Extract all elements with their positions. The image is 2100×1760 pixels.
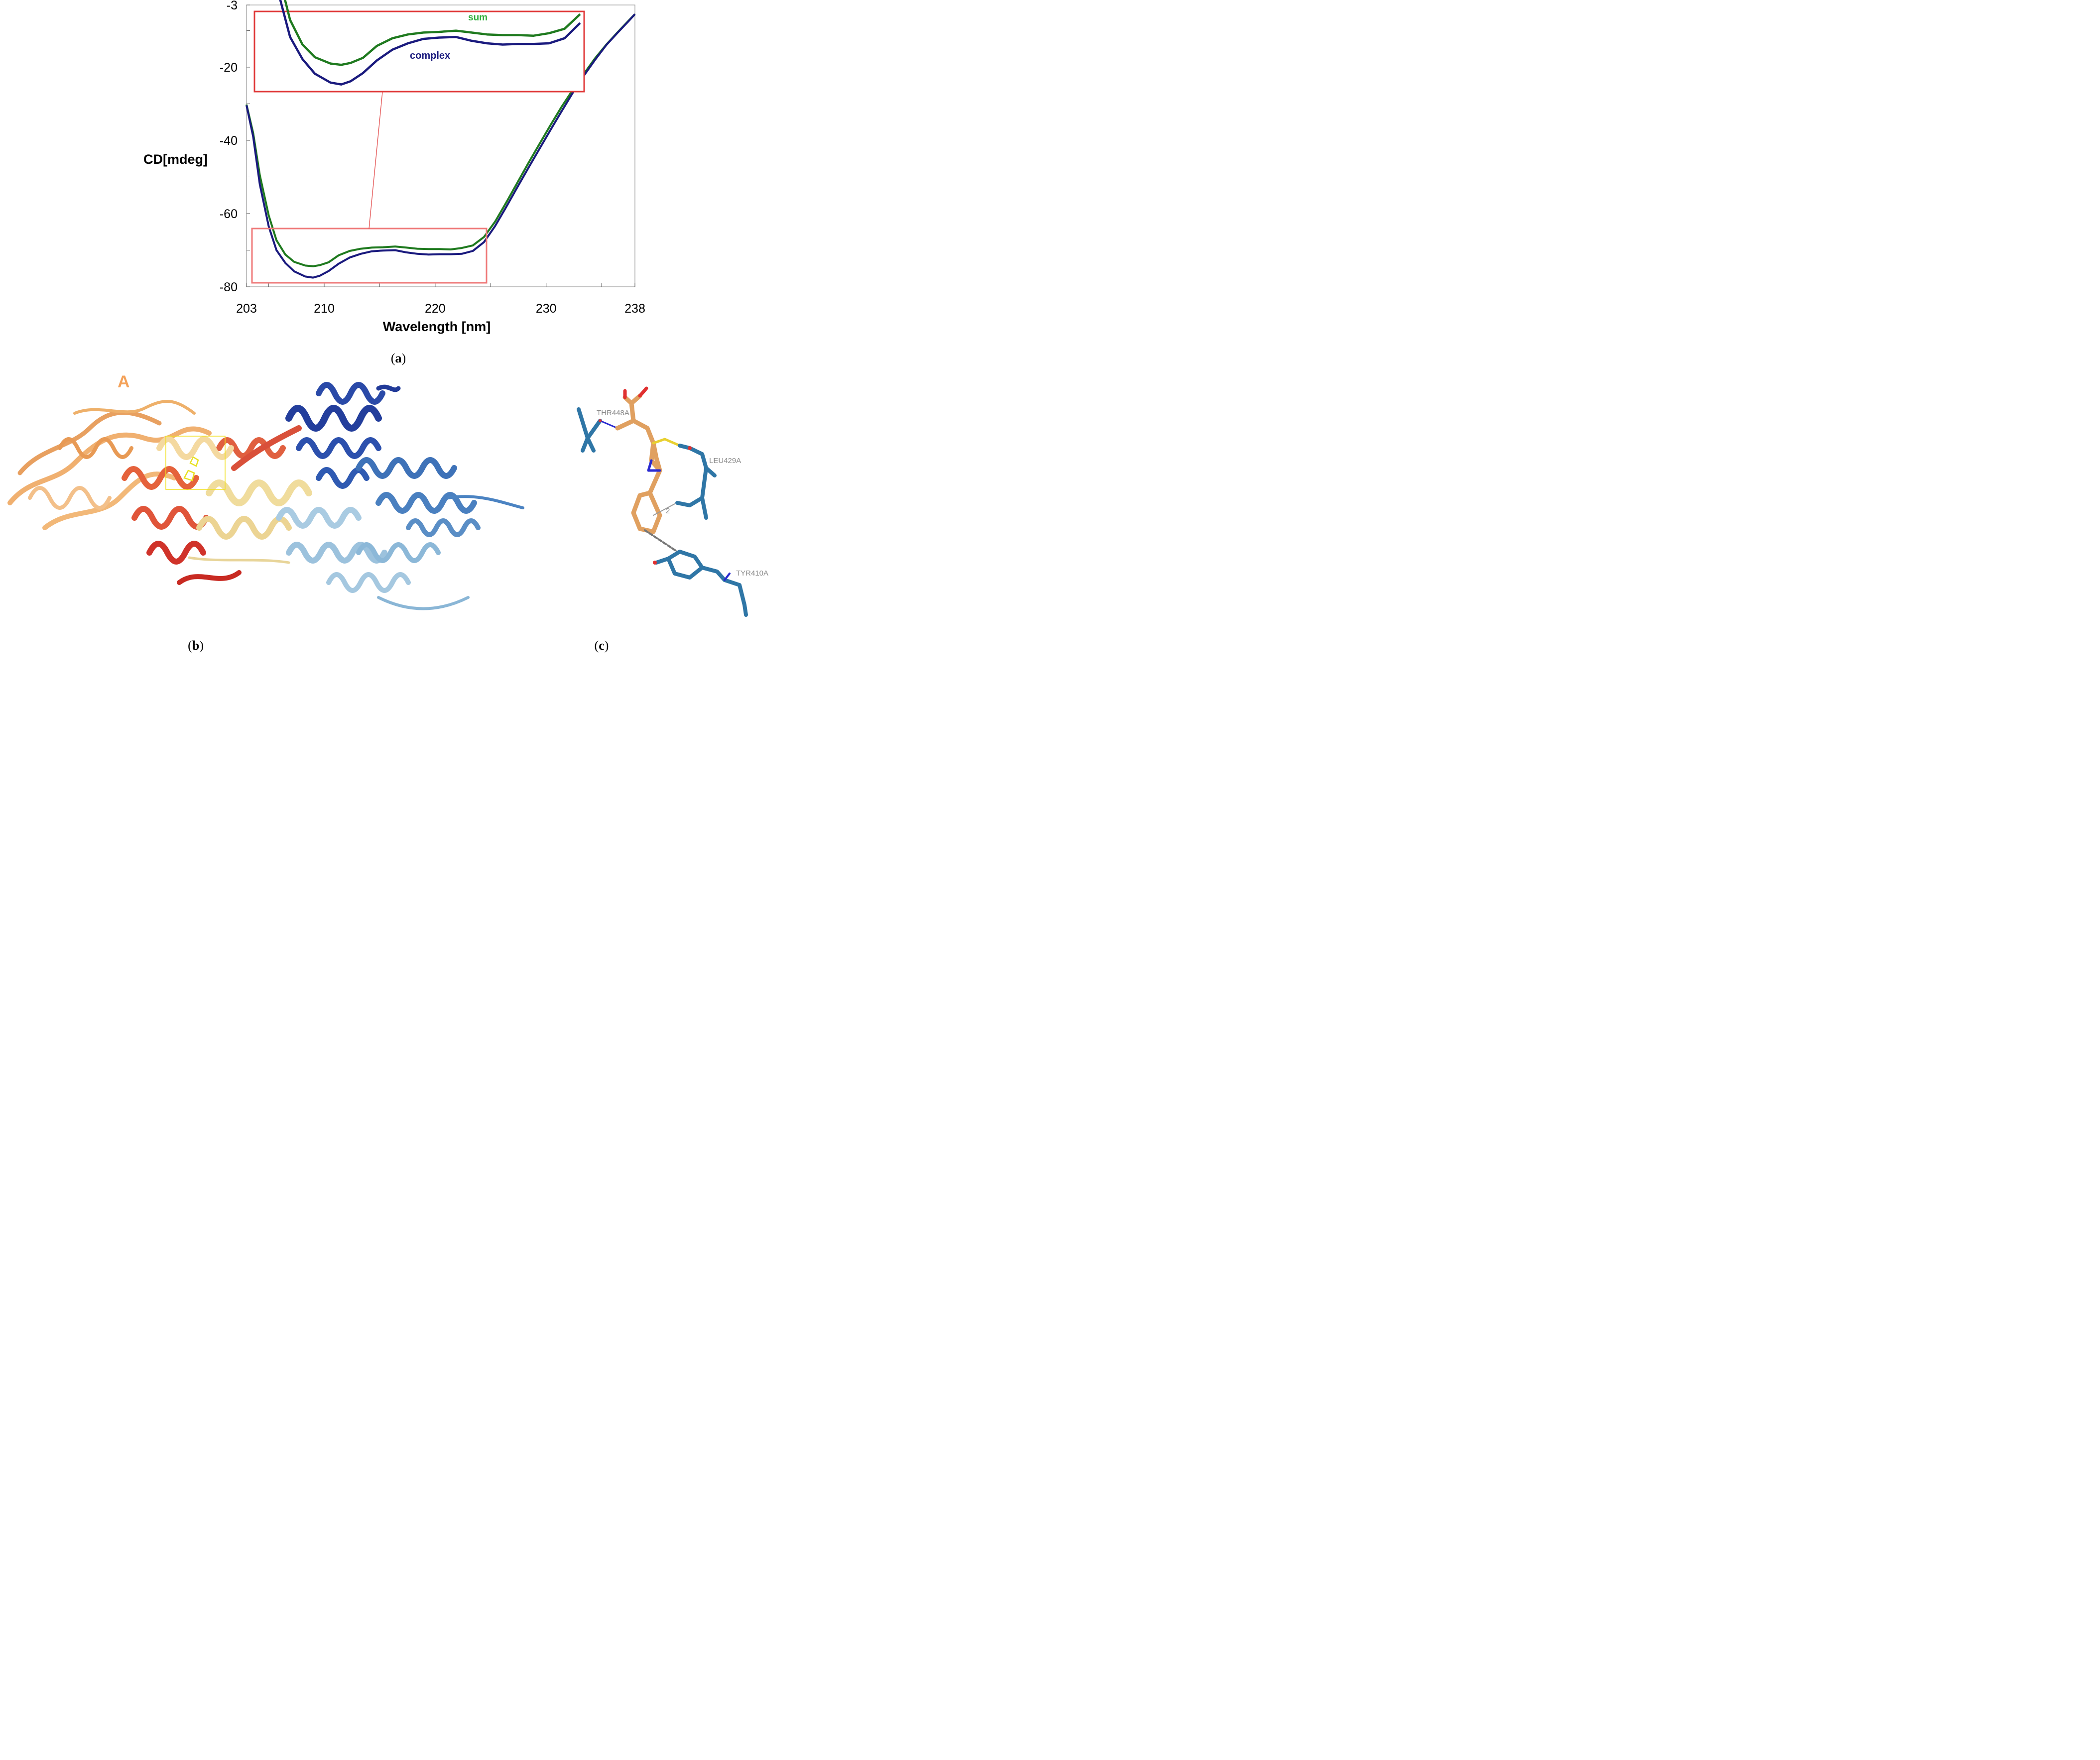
- thr-residue: [577, 407, 602, 453]
- caption-a: (a): [391, 351, 406, 365]
- x-tick-label: 210: [314, 302, 335, 316]
- caption-b: (b): [188, 638, 204, 653]
- ligand-interaction-diagram: THR448A LEU429A 2 TYR410A (c): [577, 386, 768, 653]
- zoom-connector-line: [369, 91, 383, 229]
- series-line-complex: [246, 13, 636, 279]
- leu-label: LEU429A: [709, 457, 741, 465]
- x-tick-label: 230: [536, 302, 557, 316]
- ligand-site-box: [165, 436, 226, 490]
- domain-yellow: [156, 436, 312, 564]
- legend-complex-label: complex: [410, 50, 450, 61]
- plot-frame: [246, 4, 635, 287]
- domain-orange: [7, 400, 212, 530]
- x-tick-label: 203: [236, 302, 257, 316]
- main-curves: [246, 13, 636, 279]
- contact-line-stacking: [644, 529, 678, 553]
- tyr-residue: [654, 550, 748, 617]
- svg-text:(a): (a): [391, 351, 406, 365]
- x-axis-title: Wavelength [nm]: [383, 319, 491, 334]
- inset-curves: [279, 0, 581, 86]
- y-tick-label: -20: [220, 61, 238, 75]
- chain-label: A: [118, 372, 130, 391]
- domain-light-blue: [276, 507, 470, 610]
- tyr-label: TYR410A: [736, 569, 768, 578]
- x-tick-label: 238: [624, 302, 645, 316]
- ligand: [615, 393, 662, 534]
- y-axis: -3 -20 -40 -60 -80: [220, 0, 250, 294]
- contact-count-label: 2: [666, 507, 670, 515]
- domain-red: [122, 425, 302, 585]
- y-tick-label: -60: [220, 207, 238, 221]
- domain-dark-blue: [285, 382, 401, 489]
- legend-sum-label: sum: [468, 12, 488, 23]
- series-line-sum: [246, 13, 636, 267]
- protein-structure-image: A: [7, 372, 524, 653]
- x-axis: 203 210 220 230 238: [236, 283, 645, 316]
- y-tick-label: -80: [220, 280, 238, 294]
- y-tick-label: -40: [220, 134, 238, 148]
- caption-c: (c): [595, 638, 609, 653]
- cd-chart: 203 210 220 230 238 -3 -20 -40 -60 -80 sum compl…: [143, 0, 645, 334]
- domain-mid-blue: [356, 457, 524, 537]
- inset-series-line-sum: [284, 0, 581, 66]
- y-tick-label: -3: [227, 0, 238, 12]
- y-axis-title: CD[mdeg]: [143, 152, 208, 167]
- x-tick-label: 220: [425, 302, 446, 316]
- inset-series-line-complex: [279, 0, 581, 86]
- contact-line-hydrophobic: [653, 503, 675, 516]
- thr-label: THR448A: [597, 409, 629, 417]
